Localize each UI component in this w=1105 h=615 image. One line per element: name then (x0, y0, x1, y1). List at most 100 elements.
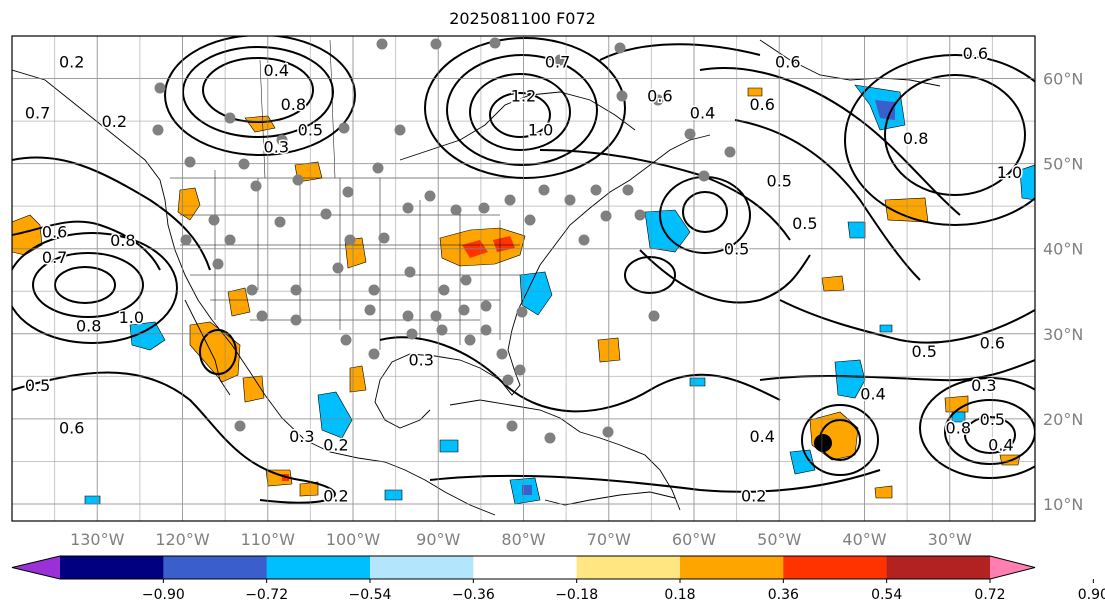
longitude-tick-label: 70°W (587, 530, 631, 549)
station-marker (430, 310, 442, 322)
station-marker (516, 306, 528, 318)
station-marker (564, 194, 576, 206)
station-marker (544, 432, 556, 444)
contour-value-label: 0.4 (988, 435, 1013, 454)
station-marker (506, 420, 518, 432)
station-marker (514, 364, 526, 376)
station-marker (342, 186, 354, 198)
colorbar-segment (473, 556, 578, 579)
station-marker (724, 146, 736, 158)
longitude-axis-labels: 130°W 120°W 110°W 100°W 90°W 80°W 70°W 60°W 50°W… (70, 530, 972, 549)
station-marker (480, 324, 492, 336)
contour-value-label: 0.6 (775, 53, 800, 72)
contour-value-label: 0.5 (980, 410, 1005, 429)
station-marker (402, 310, 414, 322)
strong-negative-anomaly-shading (522, 100, 895, 495)
station-marker (502, 374, 514, 386)
station-marker (602, 426, 614, 438)
colorbar-tick-label: 0.72 (974, 587, 1005, 603)
contour-value-label: 0.5 (724, 240, 749, 259)
contour-value-label: 0.6 (963, 44, 988, 63)
station-marker (524, 214, 536, 226)
station-marker (634, 209, 646, 221)
station-marker (480, 300, 492, 312)
colorbar-tick-label: 0.18 (664, 587, 695, 603)
colorbar-tick-label: 0.36 (768, 587, 799, 603)
colorbar-tick-label: −0.90 (142, 587, 185, 603)
station-marker (438, 284, 450, 296)
contour-value-label: 1.2 (511, 87, 536, 106)
contour-value-label: 0.8 (946, 418, 971, 437)
longitude-tick-label: 130°W (70, 530, 125, 549)
contour-value-label: 0.8 (903, 129, 928, 148)
station-marker (460, 274, 472, 286)
latitude-axis-labels: 60°N 50°N 40°N 30°N 20°N 10°N (1043, 70, 1083, 514)
contour-value-label: 0.4 (690, 104, 715, 123)
contour-value-label: 1.0 (119, 308, 144, 327)
longitude-tick-label: 50°W (757, 530, 801, 549)
station-marker (652, 94, 664, 106)
station-marker (622, 184, 634, 196)
station-marker (616, 90, 628, 102)
longitude-tick-label: 90°W (416, 530, 460, 549)
station-marker (402, 202, 414, 214)
station-marker (368, 284, 380, 296)
colorbar-tick-labels: −0.90 −0.72 −0.54 −0.36 −0.18 0.18 0.36 0.54 0.7… (142, 587, 1105, 603)
contour-value-label: 0.3 (289, 427, 314, 446)
storm-center-marker (814, 434, 832, 452)
longitude-tick-label: 80°W (501, 530, 545, 549)
station-marker (212, 258, 224, 270)
contour-value-label: 0.8 (110, 231, 135, 250)
station-marker (600, 210, 612, 222)
station-marker (698, 170, 710, 182)
station-marker (152, 124, 164, 136)
contour-value-label: 0.8 (281, 95, 306, 114)
contour-value-label: 1.0 (997, 163, 1022, 182)
contour-value-label: 0.5 (792, 214, 817, 233)
latitude-tick-label: 50°N (1043, 155, 1083, 174)
station-marker (489, 37, 501, 49)
station-marker (290, 284, 302, 296)
station-marker (684, 128, 696, 140)
latitude-tick-label: 40°N (1043, 240, 1083, 259)
graticule (12, 36, 1035, 521)
longitude-tick-label: 40°W (842, 530, 886, 549)
contour-value-label: 0.6 (59, 418, 84, 437)
station-marker (340, 334, 352, 346)
contour-value-label: 0.3 (264, 138, 289, 157)
contour-value-label: 0.8 (76, 316, 101, 335)
station-marker (450, 204, 462, 216)
contour-value-label: 1.0 (528, 121, 553, 140)
contour-value-label: 0.4 (264, 61, 289, 80)
station-marker (464, 334, 476, 346)
colorbar-segment (886, 556, 991, 579)
colorbar-segment (680, 556, 784, 579)
colorbar-segment (266, 556, 371, 579)
station-marker (208, 214, 220, 226)
station-marker (274, 216, 286, 228)
colorbar-tick-label: −0.72 (245, 587, 288, 603)
station-marker (320, 208, 332, 220)
station-marker (378, 232, 390, 244)
colorbar-tick-label: −0.36 (452, 587, 495, 603)
contour-value-label: 0.5 (767, 172, 792, 191)
station-marker (246, 284, 258, 296)
longitude-tick-label: 60°W (672, 530, 716, 549)
station-marker (344, 234, 356, 246)
latitude-tick-label: 60°N (1043, 70, 1083, 89)
station-marker (332, 262, 344, 274)
colorbar-tick-label: 0.90 (1078, 587, 1105, 603)
colorbar-segment (370, 556, 474, 579)
station-marker (424, 190, 436, 202)
station-marker (430, 38, 442, 50)
political-borders (170, 39, 520, 350)
contour-value-label: 0.2 (323, 435, 348, 454)
station-marker (504, 194, 516, 206)
contour-value-label: 0.6 (749, 95, 774, 114)
station-marker (256, 310, 268, 322)
map-canvas: 0.2 0.7 0.6 0.7 0.8 0.8 1.0 0.5 0.6 0.2 0.4 0.8 0.3 0… (12, 36, 1035, 521)
station-marker (364, 304, 376, 316)
station-marker (234, 420, 246, 432)
station-marker (338, 122, 350, 134)
station-marker (250, 180, 262, 192)
